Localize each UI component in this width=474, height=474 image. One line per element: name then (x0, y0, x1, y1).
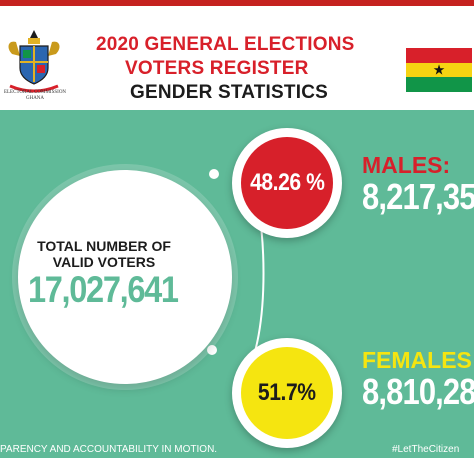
footer-hashtag: #LetTheCitizen (392, 444, 460, 455)
ghana-flag-icon: ★ (406, 48, 472, 92)
title-line-3: GENDER STATISTICS (130, 82, 328, 103)
male-percent-circle: 48.26 % (232, 128, 342, 238)
seal-caption: ELECTORAL COMMISSION GHANA (3, 90, 67, 101)
footer-slogan: PARENCY AND ACCOUNTABILITY IN MOTION. (0, 444, 218, 455)
females-label: FEMALES: (362, 347, 474, 373)
header-panel: ELECTORAL COMMISSION GHANA 2020 GENERAL … (0, 6, 474, 110)
female-percent: 51.7% (258, 379, 316, 406)
title-line-1: 2020 GENERAL ELECTIONS (96, 34, 355, 55)
top-accent-strip (0, 0, 474, 6)
bottom-white-bar (0, 458, 474, 474)
total-voters-label: TOTAL NUMBER OF VALID VOTERS (37, 238, 171, 270)
males-label: MALES: (362, 152, 451, 178)
males-value: 8,217,35 (362, 176, 474, 217)
title-line-2: VOTERS REGISTER (125, 58, 309, 79)
females-value: 8,810,28 (362, 371, 474, 412)
coat-of-arms-icon (8, 30, 60, 93)
total-voters-circle (18, 170, 232, 384)
total-voters-value: 17,027,641 (27, 269, 179, 310)
female-percent-circle: 51.7% (232, 338, 342, 448)
black-star-icon: ★ (432, 61, 446, 78)
male-percent: 48.26 % (249, 169, 325, 196)
